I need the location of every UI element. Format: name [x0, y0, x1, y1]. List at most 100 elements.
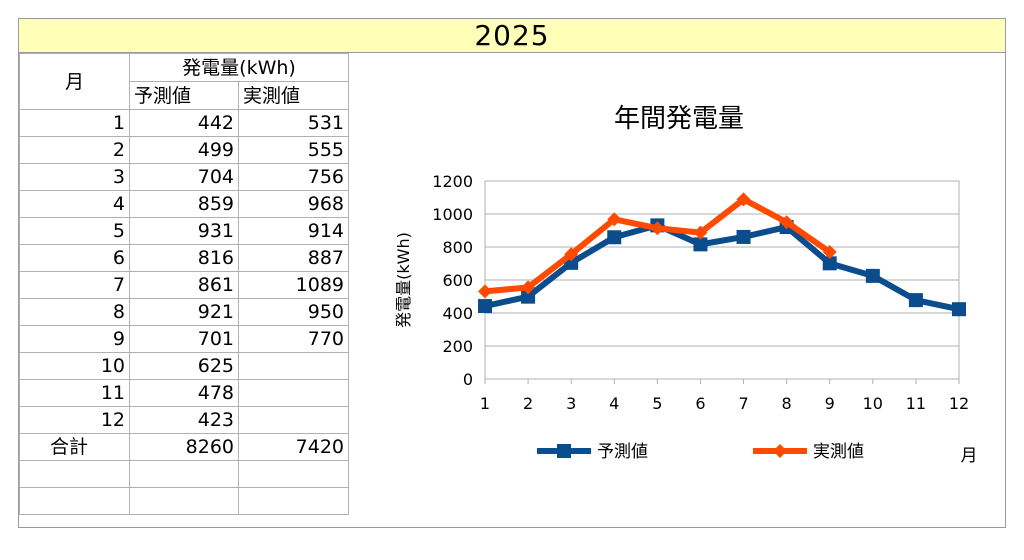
- month-cell: 2: [19, 136, 130, 164]
- month-cell: 1: [19, 109, 130, 137]
- x-tick-label: 12: [949, 394, 969, 413]
- actual-cell: 531: [238, 109, 349, 137]
- total-label: 合計: [19, 433, 130, 461]
- pred-cell: 931: [129, 217, 239, 245]
- total-pred: 8260: [129, 433, 239, 461]
- data-point: [521, 280, 536, 295]
- sheet-frame: 2025 月 発電量(kWh) 予測値 実測値 1 442 531 2 499 555 3 7…: [18, 18, 1006, 528]
- empty-cell: [238, 487, 349, 515]
- x-tick-label: 10: [863, 394, 883, 413]
- data-point: [607, 212, 622, 227]
- data-point: [865, 268, 880, 283]
- table-row: 9 701 770: [19, 325, 349, 353]
- legend-label: 予測値: [597, 442, 648, 462]
- total-row: 合計 8260 7420: [19, 433, 349, 461]
- month-cell: 9: [19, 325, 130, 353]
- pred-cell: 816: [129, 244, 239, 272]
- month-cell: 5: [19, 217, 130, 245]
- empty-cell: [129, 460, 239, 488]
- legend-marker: [557, 444, 571, 458]
- pred-cell: 478: [129, 379, 239, 407]
- table-row: 7 861 1089: [19, 271, 349, 299]
- data-point: [908, 293, 923, 308]
- month-cell: 6: [19, 244, 130, 272]
- actual-cell: 968: [238, 190, 349, 218]
- data-point: [822, 244, 837, 259]
- table-row: 10 625: [19, 352, 349, 380]
- data-point: [779, 215, 794, 230]
- table-row: 1 442 531: [19, 109, 349, 137]
- month-cell: 11: [19, 379, 130, 407]
- legend-marker: [773, 444, 787, 458]
- pred-cell: 921: [129, 298, 239, 326]
- empty-cell: [238, 460, 349, 488]
- table-row: 2 499 555: [19, 136, 349, 164]
- x-tick-label: 7: [738, 394, 748, 413]
- empty-cell: [19, 487, 130, 515]
- chart-area: 年間発電量 0 200 400 600 800 1000 1200 1 2 3 4 5 6 7 8 9 10 11 1…: [349, 53, 1005, 527]
- x-tick-label: 4: [609, 394, 619, 413]
- x-tick-label: 9: [825, 394, 835, 413]
- y-tick-label: 200: [442, 337, 473, 356]
- year-title: 2025: [19, 19, 1005, 53]
- pred-cell: 423: [129, 406, 239, 434]
- actual-cell: 950: [238, 298, 349, 326]
- data-point: [650, 221, 665, 236]
- empty-row: [19, 487, 349, 515]
- data-point: [693, 225, 708, 240]
- month-cell: 12: [19, 406, 130, 434]
- table-row: 11 478: [19, 379, 349, 407]
- chart-title: 年間発電量: [614, 104, 744, 134]
- table-row: 6 816 887: [19, 244, 349, 272]
- data-point: [736, 192, 751, 207]
- pred-cell: 861: [129, 271, 239, 299]
- actual-cell: 756: [238, 163, 349, 191]
- actual-cell: [238, 406, 349, 434]
- pred-cell: 499: [129, 136, 239, 164]
- y-tick-label: 600: [442, 271, 473, 290]
- actual-cell: 887: [238, 244, 349, 272]
- generation-table: 月 発電量(kWh) 予測値 実測値 1 442 531 2 499 555 3 704 756…: [19, 53, 349, 515]
- x-axis-label: 月: [961, 446, 978, 466]
- x-tick-label: 6: [695, 394, 705, 413]
- data-point: [822, 256, 837, 271]
- actual-cell: 555: [238, 136, 349, 164]
- y-axis-label: 発電量(kWh): [394, 232, 413, 328]
- y-tick-label: 800: [442, 238, 473, 257]
- pred-column-header: 予測値: [129, 81, 239, 110]
- actual-cell: 770: [238, 325, 349, 353]
- x-tick-label: 3: [566, 394, 576, 413]
- table-row: 8 921 950: [19, 298, 349, 326]
- table-row: 3 704 756: [19, 163, 349, 191]
- x-tick-label: 1: [480, 394, 490, 413]
- actual-cell: 914: [238, 217, 349, 245]
- data-point: [478, 299, 492, 314]
- total-actual: 7420: [238, 433, 349, 461]
- actual-cell: [238, 379, 349, 407]
- x-tick-label: 5: [652, 394, 662, 413]
- pred-cell: 625: [129, 352, 239, 380]
- table-row: 4 859 968: [19, 190, 349, 218]
- month-header: 月: [19, 53, 130, 110]
- legend-label: 実測値: [813, 442, 864, 462]
- generation-header: 発電量(kWh): [129, 53, 349, 82]
- actual-cell: 1089: [238, 271, 349, 299]
- data-point: [693, 237, 708, 252]
- pred-cell: 704: [129, 163, 239, 191]
- actual-column-header: 実測値: [238, 81, 349, 110]
- y-tick-label: 0: [463, 370, 473, 389]
- data-point: [478, 284, 492, 299]
- month-cell: 3: [19, 163, 130, 191]
- actual-cell: [238, 352, 349, 380]
- data-point: [952, 302, 966, 317]
- month-cell: 4: [19, 190, 130, 218]
- pred-cell: 701: [129, 325, 239, 353]
- empty-cell: [19, 460, 130, 488]
- empty-cell: [129, 487, 239, 515]
- x-tick-label: 2: [523, 394, 533, 413]
- y-tick-label: 1000: [432, 205, 473, 224]
- table-row: 5 931 914: [19, 217, 349, 245]
- month-cell: 7: [19, 271, 130, 299]
- series-line-1: [484, 222, 960, 313]
